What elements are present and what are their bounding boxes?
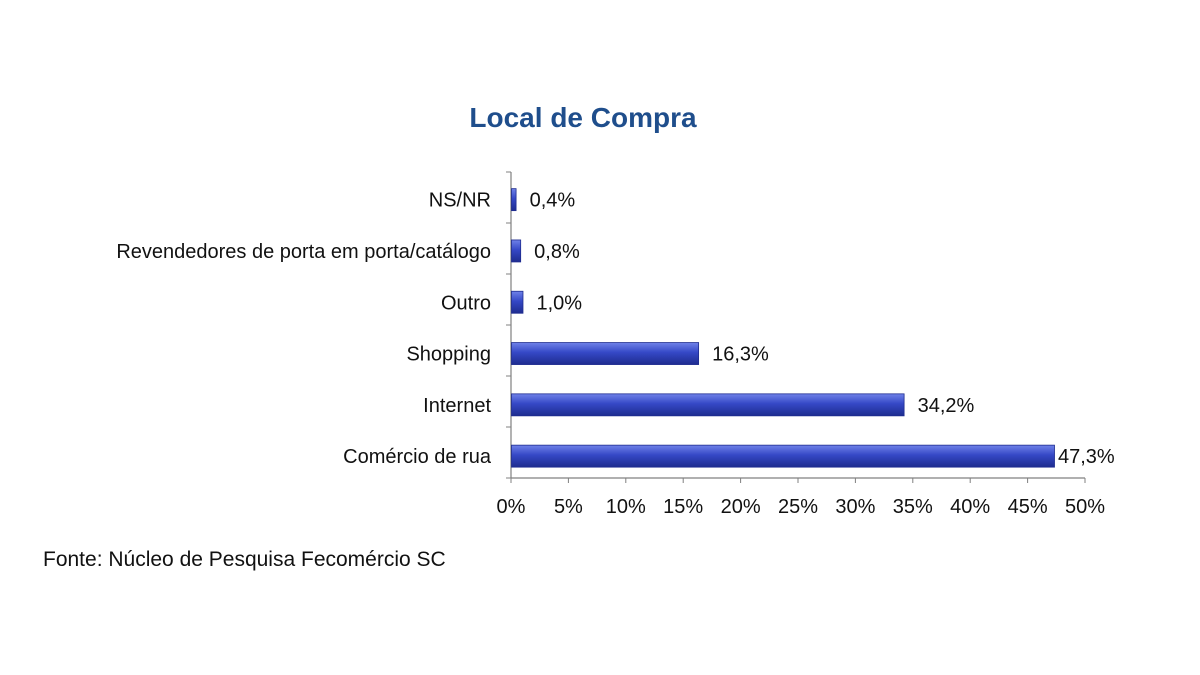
x-tick-label: 20% (721, 496, 761, 518)
data-label: 1,0% (536, 292, 582, 314)
bar (511, 239, 522, 263)
x-tick-label: 15% (663, 496, 703, 518)
bar (511, 290, 524, 314)
bar (511, 188, 517, 212)
category-labels: NS/NR Revendedores de porta em porta/catá… (116, 190, 492, 469)
category-label: Outro (441, 292, 491, 314)
source-note: Fonte: Núcleo de Pesquisa Fecomércio SC (43, 548, 446, 571)
x-tick-label: 40% (950, 496, 990, 518)
x-tick-labels: 0% 5% 10% 15% 20% 25% 30% 35% 40% 45% 50% (497, 496, 1106, 518)
data-label: 0,8% (534, 241, 580, 263)
data-label: 47,3% (1058, 446, 1115, 468)
data-label: 16,3% (712, 344, 769, 366)
x-axis-ticks (510, 478, 1086, 483)
category-label: Shopping (406, 344, 491, 366)
x-tick-label: 30% (835, 496, 875, 518)
x-tick-label: 10% (606, 496, 646, 518)
category-label: Revendedores de porta em porta/catálogo (116, 241, 491, 263)
chart-title: Local de Compra (469, 102, 697, 133)
x-tick-label: 35% (893, 496, 933, 518)
x-tick-label: 45% (1008, 496, 1048, 518)
x-tick-label: 5% (554, 496, 583, 518)
category-label: Internet (423, 395, 491, 417)
data-labels: 0,4% 0,8% 1,0% 16,3% 34,2% 47,3% (530, 190, 1115, 469)
y-axis-ticks (506, 171, 511, 479)
bar (511, 393, 905, 417)
data-label: 34,2% (918, 395, 975, 417)
x-tick-label: 0% (497, 496, 526, 518)
bars (511, 188, 1055, 468)
data-label: 0,4% (530, 190, 576, 212)
bar (511, 444, 1055, 468)
category-label: Comércio de rua (343, 446, 492, 468)
x-tick-label: 25% (778, 496, 818, 518)
bar (511, 342, 700, 365)
x-tick-label: 50% (1065, 496, 1105, 518)
bar-chart: Local de Compra NS/NR Revendedores de por… (116, 102, 1115, 518)
category-label: NS/NR (429, 190, 491, 212)
